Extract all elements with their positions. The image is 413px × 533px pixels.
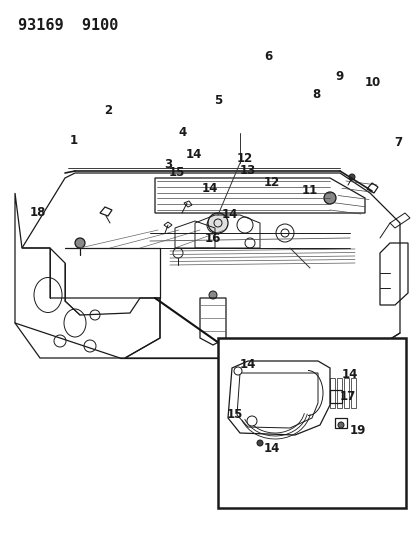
Circle shape	[275, 224, 293, 242]
Text: 15: 15	[169, 166, 185, 180]
Text: 2: 2	[104, 104, 112, 117]
Text: 17: 17	[339, 391, 355, 403]
Text: 4: 4	[178, 126, 187, 140]
Text: 5: 5	[214, 94, 222, 108]
Text: 13: 13	[239, 165, 256, 177]
Text: 9: 9	[335, 70, 343, 84]
Text: 14: 14	[185, 149, 202, 161]
Text: 16: 16	[204, 232, 221, 246]
Text: 1: 1	[70, 134, 78, 148]
Text: 12: 12	[236, 151, 252, 165]
Text: 8: 8	[311, 88, 319, 101]
FancyBboxPatch shape	[218, 338, 405, 508]
Text: 14: 14	[201, 182, 218, 195]
Text: 15: 15	[226, 408, 242, 422]
Circle shape	[75, 238, 85, 248]
Text: 12: 12	[263, 176, 280, 190]
Circle shape	[209, 291, 216, 299]
Text: 11: 11	[301, 184, 317, 198]
Circle shape	[348, 174, 354, 180]
Text: 14: 14	[221, 208, 237, 222]
Circle shape	[256, 440, 262, 446]
Text: 14: 14	[239, 359, 256, 372]
Text: 14: 14	[263, 442, 280, 456]
Circle shape	[173, 248, 183, 258]
Text: 19: 19	[349, 424, 366, 437]
Circle shape	[236, 217, 252, 233]
Text: 10: 10	[364, 76, 380, 88]
Text: 6: 6	[263, 50, 271, 62]
Circle shape	[337, 422, 343, 428]
Circle shape	[206, 217, 223, 233]
Circle shape	[233, 367, 242, 375]
Text: 3: 3	[164, 158, 172, 172]
Circle shape	[247, 416, 256, 426]
Text: 14: 14	[341, 368, 357, 382]
Text: 7: 7	[393, 136, 401, 149]
Circle shape	[207, 213, 228, 233]
Text: 18: 18	[30, 206, 46, 220]
Circle shape	[244, 238, 254, 248]
Circle shape	[323, 192, 335, 204]
Text: 93169  9100: 93169 9100	[18, 18, 118, 33]
